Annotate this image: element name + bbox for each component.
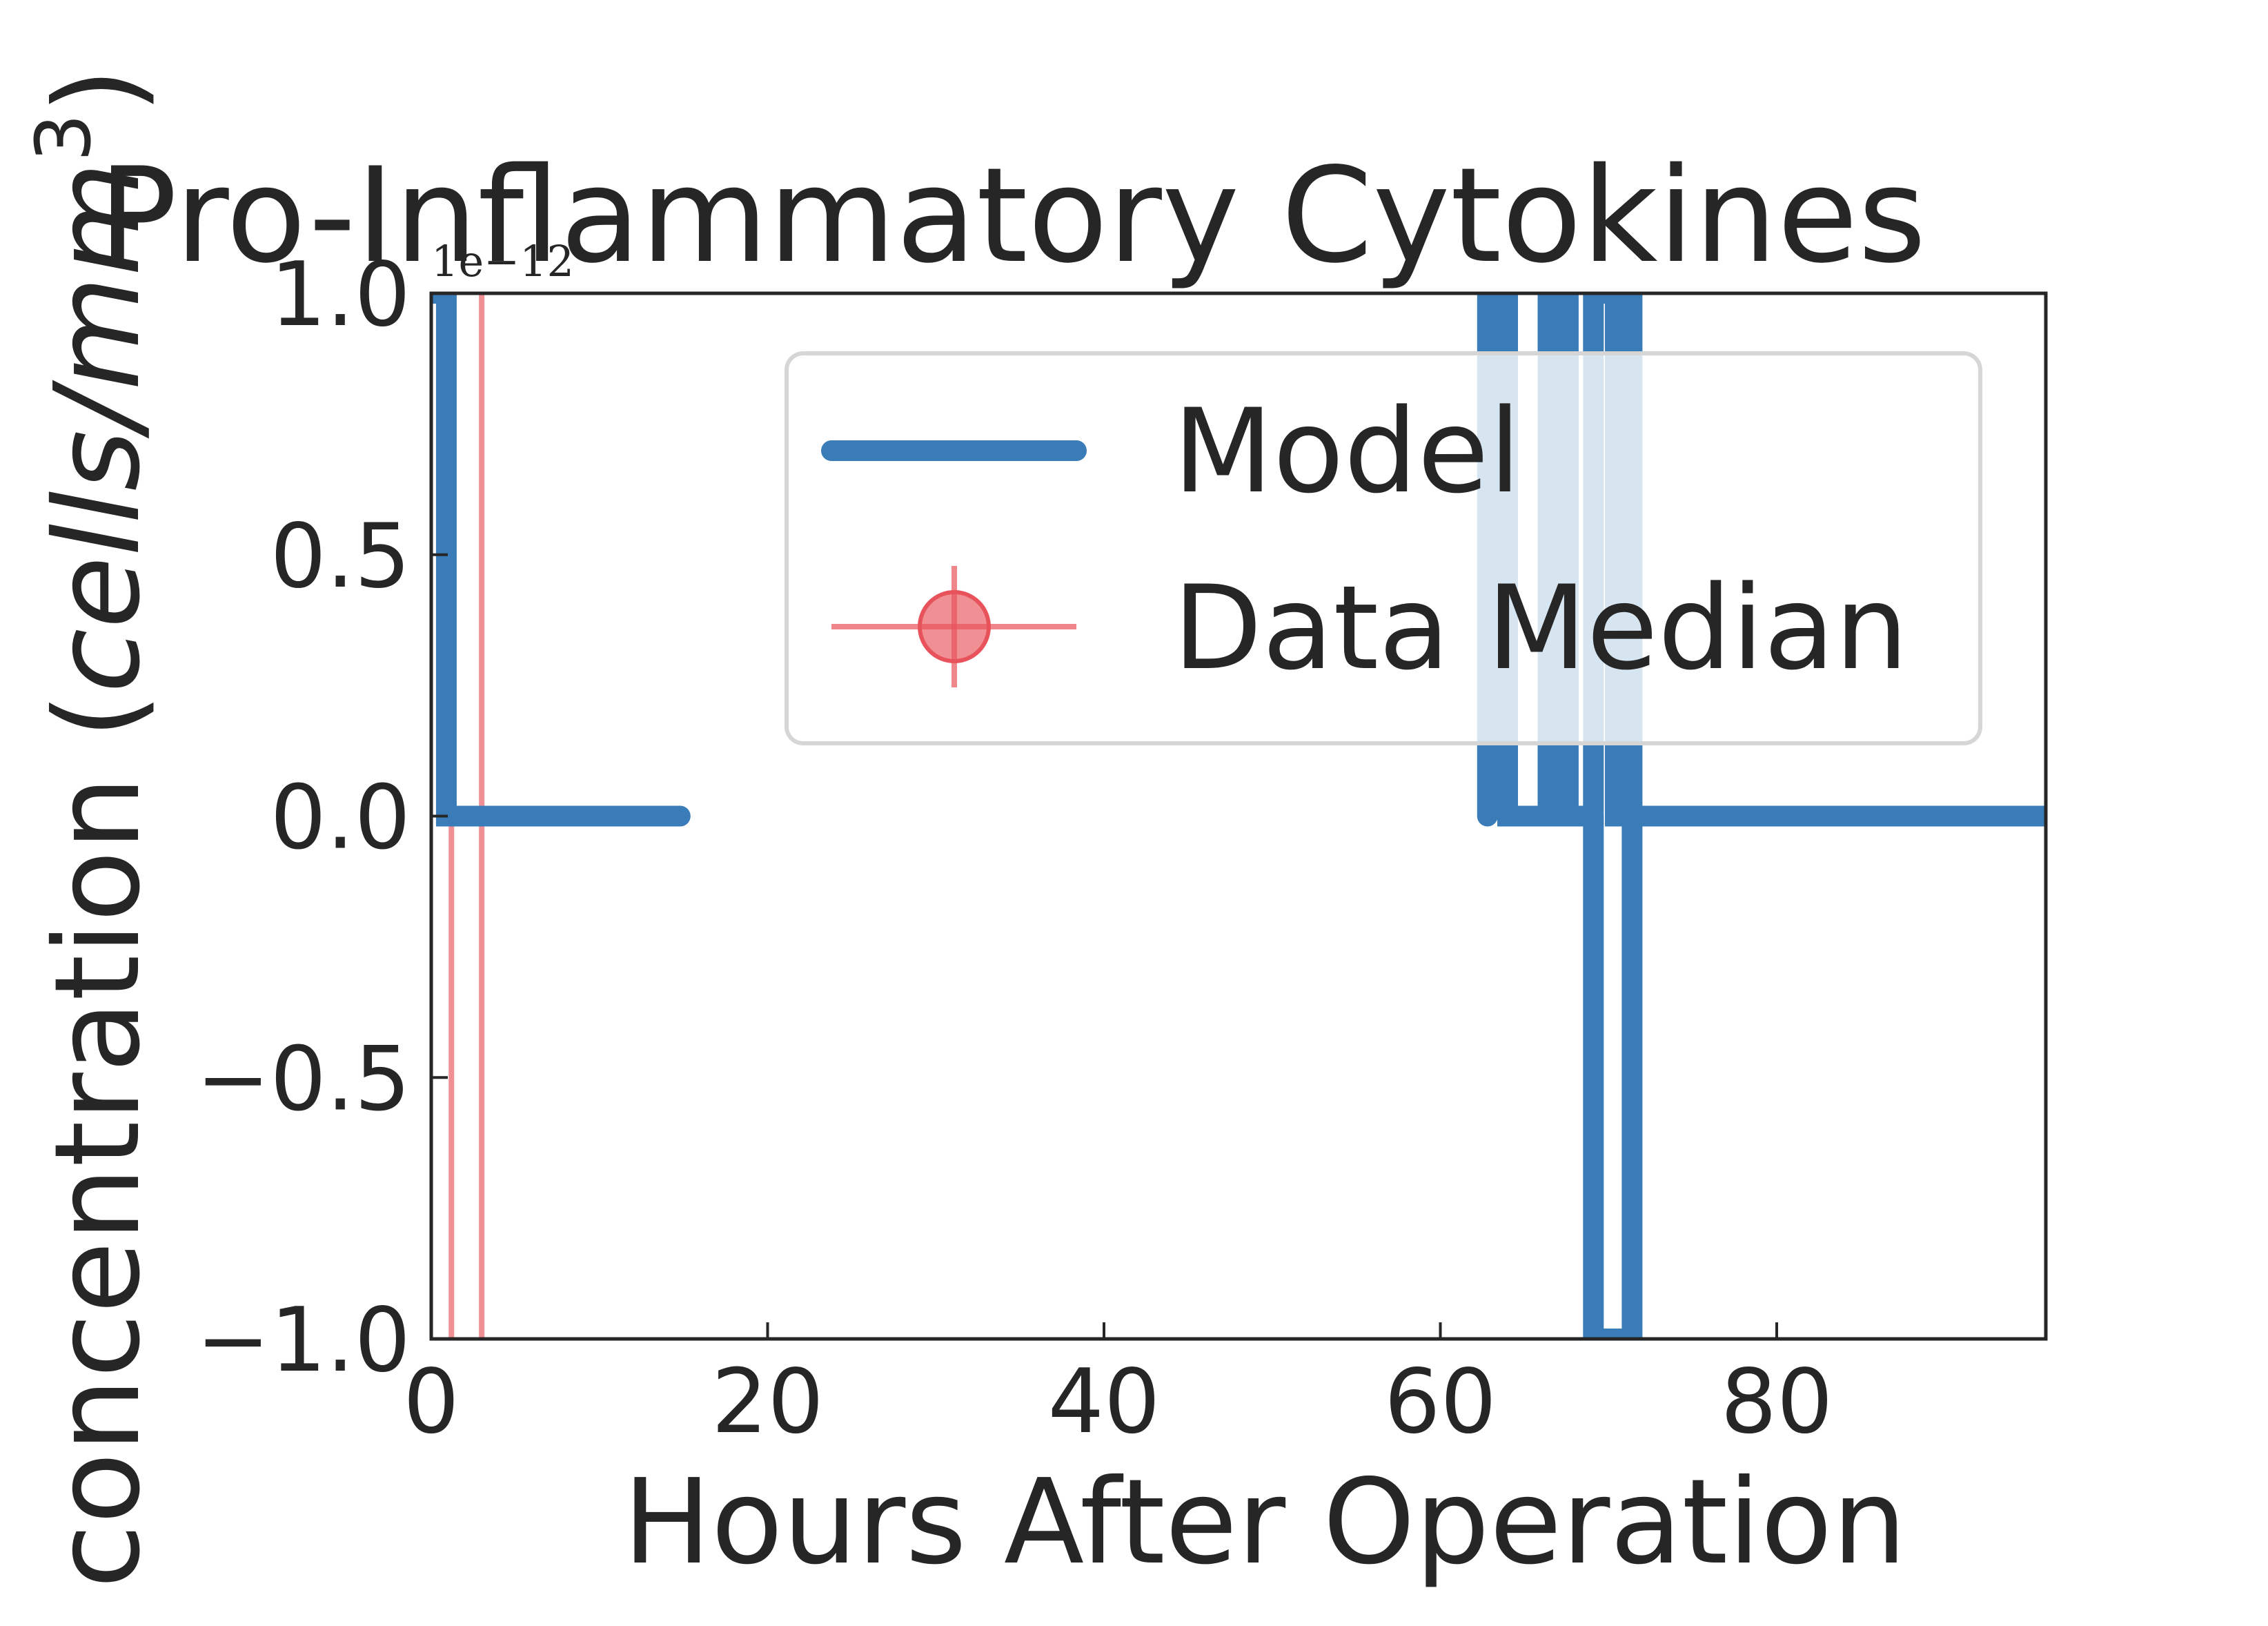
model-line-segment-0: [431, 293, 691, 827]
y-axis-label-unit: cells/mm: [30, 162, 166, 694]
y-offset-label: 1e−12: [431, 236, 574, 286]
x-tick-label-0: 0: [403, 1351, 459, 1453]
x-tick-label-1: 20: [711, 1351, 824, 1453]
x-tick-label-2: 40: [1048, 1351, 1161, 1453]
y-tick-label-0: −1.0: [196, 1289, 411, 1392]
y-tick-label-4: 1.0: [270, 244, 411, 346]
y-axis-label-exponent: 3: [19, 114, 108, 162]
legend: Model Data Median: [785, 351, 1982, 745]
legend-median-marker: [918, 590, 991, 663]
y-axis-label-prefix: concentration (: [30, 693, 166, 1589]
x-axis-label: Hours After Operation: [623, 1454, 1906, 1591]
ticks: 0 20 40 60 80 −1.0 −0.5 0.0 0.5 1.0: [196, 244, 1833, 1453]
legend-data-median-label: Data Median: [1173, 560, 1909, 696]
x-tick-label-4: 80: [1721, 1351, 1833, 1453]
y-axis-label: concentration (cells/mm3): [19, 68, 166, 1589]
y-tick-label-1: −0.5: [196, 1028, 411, 1130]
y-tick-label-2: 0.0: [270, 767, 411, 870]
model-line-segment-3: [1583, 805, 1643, 1339]
model-line-segment-1: [1477, 293, 1579, 827]
y-tick-label-3: 0.5: [270, 505, 411, 608]
x-tick-label-3: 60: [1384, 1351, 1497, 1453]
legend-data-median-swatch: [831, 566, 1076, 687]
y-axis-label-suffix: ): [30, 68, 166, 113]
legend-model-label: Model: [1173, 384, 1521, 519]
chart-title: Pro-Inflammatory Cytokines: [98, 139, 1926, 292]
